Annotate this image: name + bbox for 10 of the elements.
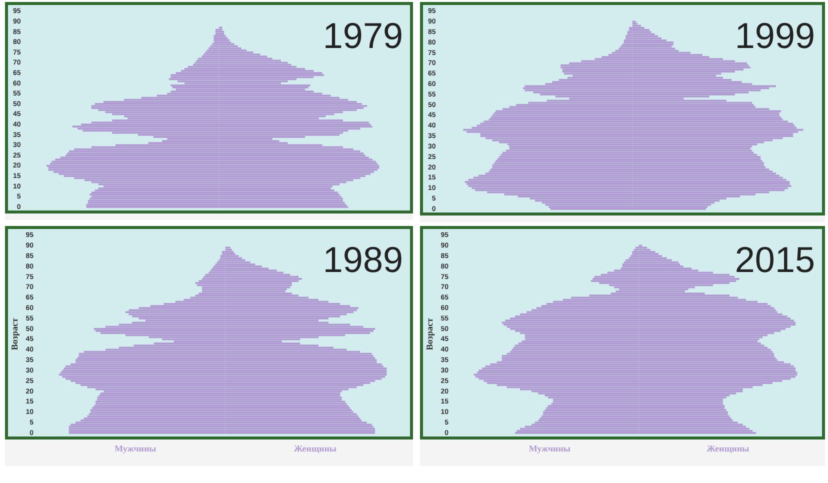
y-axis-title: Возраст — [10, 318, 20, 350]
chart-title: 1979 — [322, 15, 403, 56]
series-label: Мужчины — [528, 443, 570, 454]
chart-title: 2015 — [734, 239, 815, 280]
series-label: Женщины — [706, 443, 750, 454]
chart-title: 1989 — [322, 239, 403, 280]
series-label: Мужчины — [114, 443, 156, 454]
y-axis-title: Возраст — [424, 318, 435, 350]
series-label: Женщины — [294, 443, 336, 454]
chart-title: 1999 — [734, 15, 815, 56]
